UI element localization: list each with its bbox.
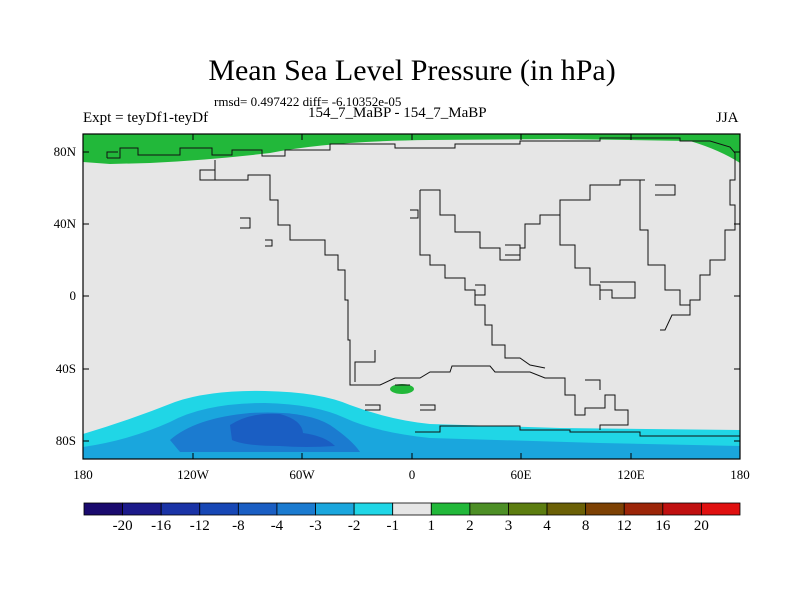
colorbar-box bbox=[623, 502, 664, 516]
colorbar-box bbox=[83, 502, 123, 516]
map-title: Mean Sea Level Pressure (in hPa) bbox=[208, 54, 616, 87]
colorbar-label: -1 bbox=[386, 518, 399, 534]
colorbar-box bbox=[276, 502, 316, 516]
colorbar-box bbox=[662, 502, 702, 516]
colorbar-box bbox=[237, 502, 278, 516]
colorbar-label: -8 bbox=[232, 518, 245, 534]
lat-label-80s: 80S bbox=[55, 433, 76, 448]
colorbar-label: 4 bbox=[543, 518, 551, 534]
lon-label-120e: 120E bbox=[617, 467, 645, 482]
colorbar bbox=[83, 502, 741, 516]
lat-label-40s: 40S bbox=[55, 361, 76, 376]
colorbar-box bbox=[585, 502, 625, 516]
experiment-label: Expt = teyDf1-teyDf bbox=[83, 110, 209, 126]
colorbar-box bbox=[122, 502, 162, 516]
coastlines bbox=[106, 137, 740, 437]
arctic-positive-anomaly bbox=[83, 134, 740, 164]
case-label: 154_7_MaBP - 154_7_MaBP bbox=[308, 105, 487, 121]
rmsd-diff-stats: rmsd= 0.497422 diff= -6.10352e-05 bbox=[214, 94, 402, 109]
colorbar-label: -3 bbox=[309, 518, 322, 534]
colorbar-box bbox=[469, 502, 509, 516]
colorbar-label: 20 bbox=[693, 518, 709, 534]
lon-label-60w: 60W bbox=[289, 467, 315, 482]
colorbar-label: -16 bbox=[151, 518, 172, 534]
lon-label-180e: 180 bbox=[730, 467, 750, 482]
colorbar-label: 3 bbox=[504, 518, 513, 534]
colorbar-label: 8 bbox=[581, 518, 590, 534]
colorbar-box bbox=[546, 502, 587, 516]
colorbar-label: 16 bbox=[655, 518, 671, 534]
lon-label-60e: 60E bbox=[510, 467, 532, 482]
lon-label-180w: 180 bbox=[73, 467, 93, 482]
colorbar-label: -2 bbox=[347, 518, 361, 534]
lat-label-40n: 40N bbox=[53, 216, 76, 231]
axis-ticks bbox=[83, 134, 740, 459]
lon-label-0: 0 bbox=[408, 467, 416, 482]
colorbar-label: 1 bbox=[427, 518, 436, 534]
colorbar-label: -20 bbox=[112, 518, 133, 534]
colorbar-box bbox=[160, 502, 201, 516]
lat-label-0: 0 bbox=[69, 288, 77, 303]
colorbar-box bbox=[315, 502, 355, 516]
colorbar-label: -4 bbox=[270, 518, 284, 534]
lon-label-120w: 120W bbox=[177, 467, 209, 482]
colorbar-box bbox=[199, 502, 239, 516]
colorbar-box bbox=[701, 502, 741, 516]
season-label: JJA bbox=[716, 110, 739, 126]
colorbar-box bbox=[430, 502, 471, 516]
colorbar-box bbox=[508, 502, 548, 516]
antarctic-core-minus-4 bbox=[230, 413, 335, 447]
colorbar-box bbox=[353, 502, 394, 516]
small-positive-anomaly bbox=[390, 384, 414, 394]
lat-label-80n: 80N bbox=[53, 144, 76, 159]
colorbar-box bbox=[392, 502, 432, 516]
colorbar-label: -12 bbox=[189, 518, 210, 534]
colorbar-label: 2 bbox=[466, 518, 474, 534]
colorbar-label: 12 bbox=[616, 518, 632, 534]
